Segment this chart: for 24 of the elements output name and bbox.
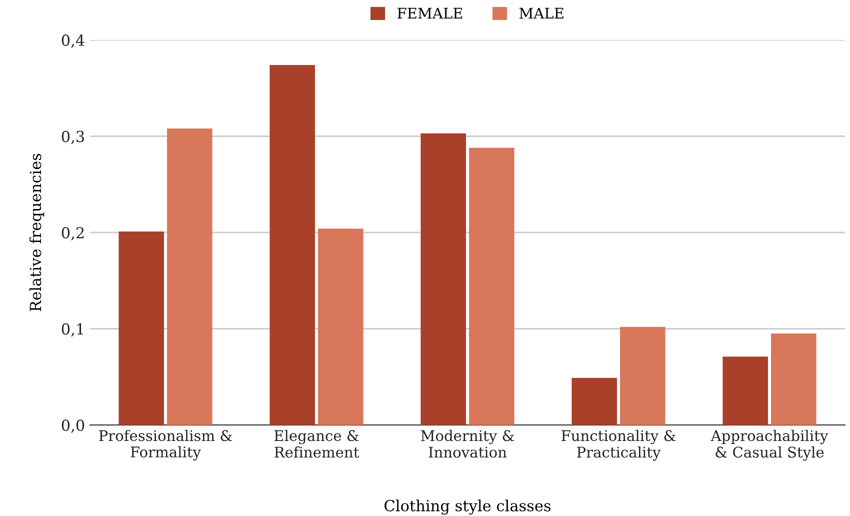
y-tick-label: 0,3 — [62, 130, 84, 144]
bar — [167, 128, 212, 425]
x-tick-label: Approachability & Casual Style — [710, 430, 828, 461]
x-tick-label: Modernity & Innovation — [421, 430, 514, 458]
y-axis-title: Relative frequencies — [29, 154, 44, 312]
bar — [469, 148, 514, 425]
y-tick-label: 0,4 — [62, 34, 84, 48]
y-tick-label: 0,2 — [62, 226, 84, 240]
legend-label: FEMALE — [398, 8, 462, 18]
x-tick-label: Professionalism & Formality — [99, 430, 232, 461]
bar — [118, 232, 164, 425]
x-tick-label: Elegance & Refinement — [274, 430, 360, 458]
y-tick-label: 0,1 — [62, 323, 83, 337]
bar — [270, 65, 315, 425]
bar — [420, 133, 466, 425]
bar — [620, 326, 666, 425]
x-tick-label: Functionality & Practicality — [562, 430, 676, 461]
bar — [318, 228, 364, 425]
x-axis-title: Clothing style classes — [384, 500, 551, 515]
legend-label: MALE — [519, 8, 564, 18]
bar — [771, 334, 816, 425]
bar — [572, 378, 617, 425]
bar — [722, 356, 768, 425]
y-tick-label: 0,0 — [62, 419, 84, 433]
